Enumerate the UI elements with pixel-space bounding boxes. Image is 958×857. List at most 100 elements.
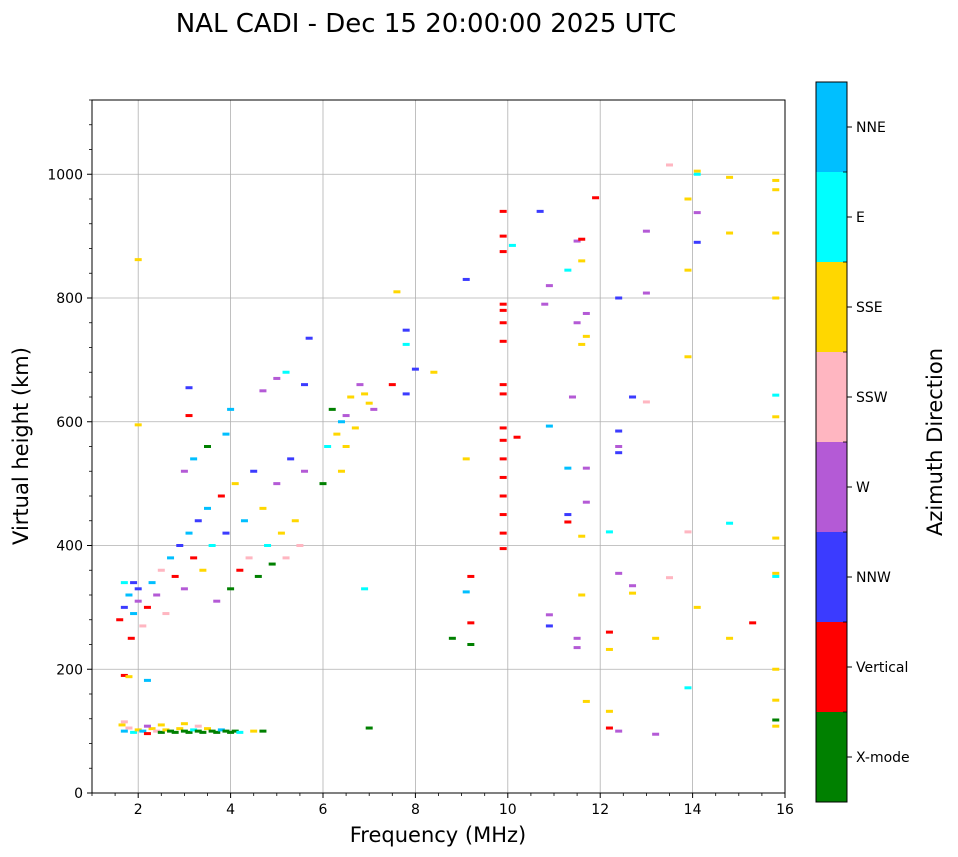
echo-point-x-mode	[227, 730, 235, 734]
echo-point-w	[582, 500, 590, 504]
echo-point-nnw	[615, 451, 623, 455]
echo-point-ssw	[666, 163, 673, 167]
echo-point-vertical	[190, 556, 198, 560]
echo-point-ssw	[296, 544, 304, 547]
echo-point-nnw	[564, 513, 572, 517]
echo-point-vertical	[605, 630, 613, 634]
echo-point-sse	[342, 445, 350, 448]
echo-point-nne	[185, 531, 193, 535]
echo-point-sse	[134, 423, 142, 427]
echo-point-w	[545, 613, 553, 617]
echo-point-w	[301, 469, 309, 473]
echo-point-x-mode	[213, 730, 221, 734]
echo-point-x-mode	[185, 730, 193, 734]
echo-point-ssw	[157, 568, 165, 572]
echo-point-sse	[430, 370, 438, 374]
echo-point-w	[573, 239, 581, 243]
data-points	[116, 163, 780, 736]
colorbar-swatch-e	[816, 172, 847, 262]
echo-point-nne	[227, 407, 235, 411]
echo-point-vertical	[499, 392, 507, 396]
echo-point-sse	[772, 415, 780, 419]
colorbar-swatch-sse	[816, 262, 847, 352]
echo-point-vertical	[499, 494, 507, 498]
echo-point-w	[642, 291, 650, 295]
x-tick-label: 4	[226, 802, 235, 818]
echo-point-w	[573, 646, 581, 650]
echo-point-x-mode	[171, 730, 179, 734]
echo-point-vertical	[116, 618, 124, 622]
echo-point-vertical	[592, 196, 600, 200]
echo-point-ssw	[162, 612, 170, 616]
echo-point-e	[564, 268, 572, 272]
echo-point-w	[273, 482, 281, 486]
echo-point-nnw	[615, 296, 623, 300]
echo-point-sse	[684, 197, 692, 201]
echo-point-vertical	[127, 636, 135, 640]
echo-point-nnw	[134, 587, 142, 591]
echo-point-nne	[125, 593, 133, 597]
echo-point-x-mode	[328, 407, 336, 411]
echo-point-nnw	[402, 392, 410, 396]
echo-point-x-mode	[194, 729, 202, 733]
echo-point-nnw	[287, 457, 295, 461]
echo-point-sse	[772, 188, 780, 192]
echo-point-w	[615, 729, 623, 733]
echo-point-vertical	[499, 513, 507, 517]
echo-point-w	[642, 229, 650, 233]
echo-point-x-mode	[157, 730, 165, 734]
x-tick-label: 10	[499, 802, 517, 818]
echo-point-e	[264, 544, 272, 547]
echo-point-vertical	[499, 321, 507, 325]
echo-point-w	[582, 466, 590, 470]
echo-point-e	[361, 587, 369, 591]
echo-point-sse	[693, 605, 701, 609]
azimuth-colorbar: X-mode Vertical NNW W SSW SSE E NNE	[815, 81, 910, 803]
echo-point-ssw	[684, 530, 692, 534]
echo-point-sse	[361, 392, 369, 396]
echo-point-sse	[204, 727, 211, 731]
echo-point-e	[120, 581, 128, 585]
echo-point-sse	[582, 699, 590, 703]
echo-point-w	[213, 599, 221, 603]
echo-point-nnw	[301, 383, 309, 387]
echo-point-nnw	[545, 624, 553, 628]
colorbar-swatch-x-mode	[816, 712, 847, 802]
echo-point-w	[629, 584, 637, 588]
echo-point-w	[356, 383, 364, 387]
echo-point-sse	[176, 727, 184, 731]
echo-point-nne	[204, 506, 211, 510]
echo-point-sse	[772, 231, 780, 235]
echo-point-nnw	[120, 605, 128, 609]
echo-point-e	[130, 730, 138, 734]
echo-point-e	[282, 370, 290, 374]
echo-point-ssw	[666, 576, 673, 580]
echo-point-sse	[605, 709, 613, 713]
echo-point-vertical	[467, 621, 475, 625]
echo-point-e	[208, 544, 216, 547]
echo-point-sse	[462, 457, 470, 461]
echo-point-vertical	[749, 621, 757, 625]
echo-point-vertical	[513, 435, 521, 439]
echo-point-sse	[726, 636, 734, 640]
echo-point-nne	[240, 519, 248, 523]
echo-point-x-mode	[199, 730, 207, 734]
colorbar-label: Azimuth Direction	[923, 348, 947, 536]
echo-point-sse	[333, 432, 341, 436]
echo-point-nne	[167, 556, 175, 560]
echo-point-nnw	[402, 328, 410, 332]
echo-point-e	[508, 243, 516, 247]
echo-point-sse	[772, 698, 780, 702]
echo-point-sse	[578, 259, 586, 263]
echo-point-vertical	[578, 237, 586, 241]
echo-point-nnw	[462, 277, 470, 281]
colorbar-swatch-w	[816, 442, 847, 532]
echo-point-sse	[693, 169, 701, 173]
echo-point-x-mode	[208, 729, 216, 733]
echo-point-nne	[545, 424, 553, 428]
echo-point-sse	[351, 426, 359, 430]
echo-point-sse	[772, 178, 780, 182]
echo-point-nnw	[250, 469, 258, 473]
echo-point-w	[370, 407, 378, 411]
colorbar-label-w: W	[856, 480, 870, 496]
